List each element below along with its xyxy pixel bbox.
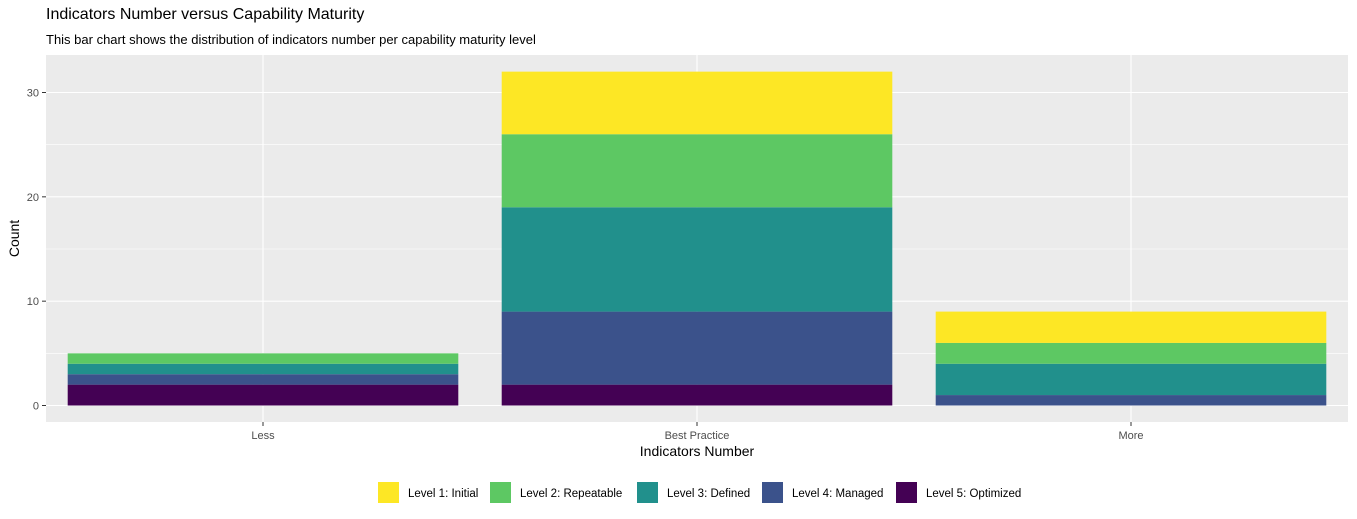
legend-label: Level 1: Initial: [408, 488, 478, 500]
bar-segment: [935, 363, 1327, 396]
legend-item: Level 4: Managed: [762, 482, 883, 503]
legend-item: Level 1: Initial: [378, 482, 478, 503]
axes: 0 10 20 30 Less Best Practice More: [27, 88, 1144, 443]
bar-segment: [935, 395, 1327, 406]
legend-swatch: [637, 482, 658, 503]
chart-title: Indicators Number versus Capability Matu…: [46, 6, 365, 23]
bar-segment: [501, 384, 893, 406]
legend-swatch: [896, 482, 917, 503]
legend-label: Level 4: Managed: [792, 488, 883, 500]
legend-swatch: [378, 482, 399, 503]
legend-item: Level 3: Defined: [637, 482, 750, 503]
legend-label: Level 2: Repeatable: [520, 488, 622, 500]
legend-swatch: [490, 482, 511, 503]
bar-segment: [67, 363, 459, 375]
bars: [67, 71, 1327, 406]
legend: Level 1: Initial Level 2: Repeatable Level…: [378, 482, 1021, 503]
bar-segment: [67, 384, 459, 406]
x-tick-label: More: [1118, 430, 1143, 442]
y-tick-label: 20: [27, 192, 39, 204]
legend-item: Level 2: Repeatable: [490, 482, 622, 503]
bar-segment: [935, 311, 1327, 343]
x-tick-label: Less: [251, 430, 275, 442]
y-tick-label: 30: [27, 88, 39, 100]
bar-segment: [67, 353, 459, 364]
bar-segment: [935, 342, 1327, 364]
bar-segment: [501, 207, 893, 312]
y-tick-label: 10: [27, 296, 39, 308]
bar-segment: [501, 71, 893, 135]
x-axis-title: Indicators Number: [640, 443, 755, 459]
legend-swatch: [762, 482, 783, 503]
bar-segment: [67, 374, 459, 385]
x-tick-label: Best Practice: [665, 430, 730, 442]
y-tick-label: 0: [33, 401, 39, 413]
y-axis-title: Count: [6, 220, 22, 257]
legend-item: Level 5: Optimized: [896, 482, 1021, 503]
chart-subtitle: This bar chart shows the distribution of…: [46, 32, 536, 47]
bar-segment: [501, 134, 893, 208]
bar-segment: [501, 311, 893, 385]
legend-label: Level 3: Defined: [667, 488, 750, 500]
legend-label: Level 5: Optimized: [926, 488, 1021, 500]
